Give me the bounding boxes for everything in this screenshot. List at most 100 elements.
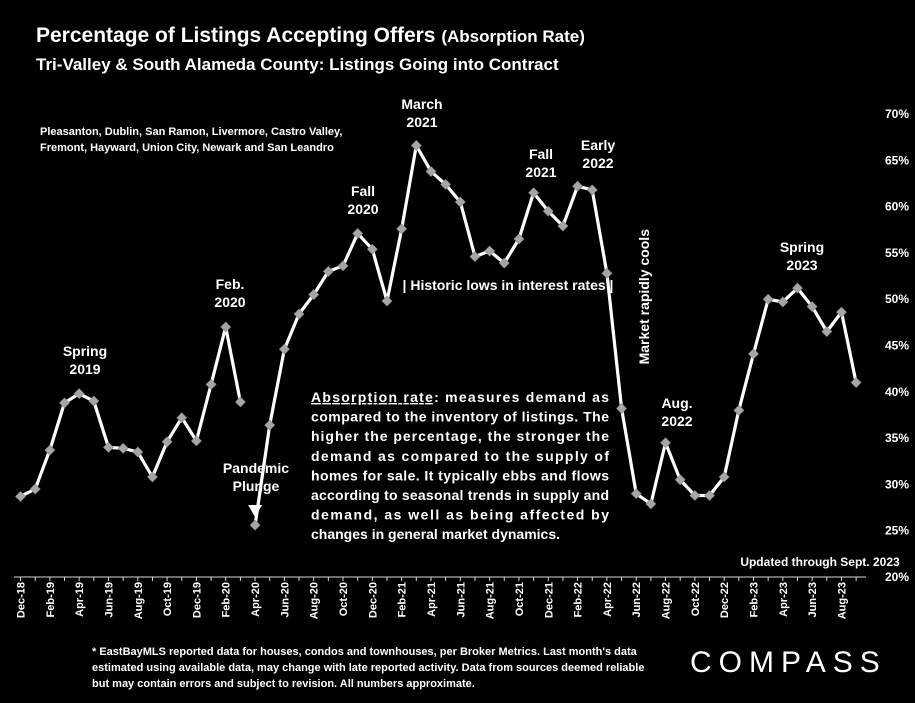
data-point <box>147 471 158 483</box>
data-point <box>469 251 481 263</box>
x-tick-label: Dec-18 <box>16 582 28 618</box>
data-point <box>454 196 466 208</box>
x-tick-label: Jun-21 <box>455 582 467 617</box>
annotation-fall-2020-line-0: Fall <box>351 183 375 199</box>
x-tick-label: Aug-23 <box>836 582 848 619</box>
x-tick-label: Apr-20 <box>250 582 262 617</box>
data-point <box>704 490 715 501</box>
x-tick-label: Feb-22 <box>573 582 585 617</box>
x-tick-label: Apr-23 <box>778 582 790 617</box>
annotation-spring-2023-line-0: Spring <box>780 239 824 255</box>
annotation-spring-2019-line-1: 2019 <box>69 361 100 377</box>
x-tick-label: Feb-19 <box>45 582 57 617</box>
definition-line: demand, as well as being affected by <box>311 507 609 523</box>
data-point <box>29 483 41 495</box>
x-tick-label: Aug-20 <box>309 582 321 619</box>
annotation-spring-2023-line-1: 2023 <box>786 257 817 273</box>
data-point <box>557 220 569 232</box>
data-point <box>498 257 510 269</box>
data-point <box>630 488 642 500</box>
data-point <box>513 233 525 245</box>
chart-subtitle: Tri-Valley & South Alameda County: Listi… <box>36 55 559 74</box>
x-tick-label: Apr-21 <box>426 582 438 617</box>
data-point <box>410 140 422 151</box>
data-point <box>645 498 657 510</box>
data-point <box>440 178 452 190</box>
data-point <box>249 519 261 531</box>
y-tick-label: 45% <box>885 339 909 353</box>
pandemic-arrow-icon <box>248 505 263 517</box>
annotation-march-2021-line-1: 2021 <box>406 114 437 130</box>
x-tick-label: Oct-22 <box>690 582 702 616</box>
y-tick-label: 65% <box>885 153 909 167</box>
chart-title: Percentage of Listings Accepting Offers … <box>36 24 585 48</box>
data-point <box>15 491 26 502</box>
data-point <box>352 228 364 239</box>
y-tick-label: 35% <box>885 431 909 445</box>
data-point <box>792 282 803 294</box>
data-point <box>88 395 100 407</box>
annotation-updated: Updated through Sept. 2023 <box>740 555 900 569</box>
data-point <box>205 378 217 390</box>
x-tick-label: Apr-22 <box>602 582 614 617</box>
annotation-early-2022-line-0: Early <box>581 137 615 153</box>
data-point <box>103 441 114 453</box>
annotation-fall-2020-line-1: 2020 <box>347 201 378 217</box>
data-point <box>425 165 437 177</box>
x-tick-label: Feb-20 <box>221 582 233 617</box>
data-point <box>689 490 701 501</box>
annotation-march-2021-line-0: March <box>401 96 442 112</box>
definition-term: Absorption rate <box>311 389 433 405</box>
cities-note-line-0: Pleasanton, Dublin, San Ramon, Livermore… <box>40 126 342 138</box>
data-point <box>762 293 774 305</box>
x-tick-label: Oct-21 <box>514 582 526 616</box>
series-line <box>253 143 858 527</box>
data-point <box>278 343 290 355</box>
data-point <box>117 442 129 454</box>
annotation-market-cools: Market rapidly cools <box>636 229 652 365</box>
data-point <box>572 180 584 192</box>
annotation-fall-2021-line-0: Fall <box>529 146 553 162</box>
y-tick-label: 30% <box>885 477 909 491</box>
definition-line: changes in general market dynamics. <box>311 526 560 542</box>
data-point <box>59 397 70 409</box>
data-point <box>132 446 144 458</box>
definition-line: homes for sale. It typically ebbs and fl… <box>311 467 609 483</box>
y-tick-label: 55% <box>885 246 909 260</box>
annotation-historic-lows: | Historic lows in interest rates | <box>403 277 614 293</box>
y-tick-label: 25% <box>885 524 909 538</box>
y-tick-label: 70% <box>885 107 909 121</box>
x-tick-label: Dec-22 <box>719 582 731 618</box>
data-point <box>777 296 789 308</box>
data-point <box>836 306 847 318</box>
data-point <box>44 444 56 456</box>
compass-logo: COMPASS <box>690 646 887 679</box>
annotation-early-2022-line-1: 2022 <box>582 155 613 171</box>
data-point <box>733 404 745 416</box>
x-tick-label: Dec-20 <box>367 582 379 618</box>
data-point <box>821 326 833 338</box>
data-point <box>850 377 862 388</box>
annotation-feb-2020-line-1: 2020 <box>214 294 245 310</box>
data-point <box>366 243 378 255</box>
annotation-pandemic-plunge-line-1: Plunge <box>233 478 280 494</box>
data-point <box>337 260 349 272</box>
data-point <box>176 412 188 424</box>
data-point <box>718 471 730 483</box>
data-point <box>660 437 671 449</box>
y-tick-label: 60% <box>885 200 909 214</box>
data-point <box>190 435 202 447</box>
data-point <box>528 187 540 199</box>
data-point <box>542 205 554 217</box>
definition-line: Absorption rate: measures demand as <box>311 389 609 405</box>
data-point <box>322 265 334 277</box>
cities-note-line-1: Fremont, Hayward, Union City, Newark and… <box>40 142 334 154</box>
data-point <box>748 348 759 360</box>
data-point <box>73 388 85 400</box>
x-tick-label: Aug-22 <box>661 582 673 619</box>
x-tick-label: Aug-19 <box>133 582 145 619</box>
x-tick-label: Jun-19 <box>103 582 115 617</box>
data-point <box>616 403 627 414</box>
x-tick-label: Oct-19 <box>162 582 174 616</box>
